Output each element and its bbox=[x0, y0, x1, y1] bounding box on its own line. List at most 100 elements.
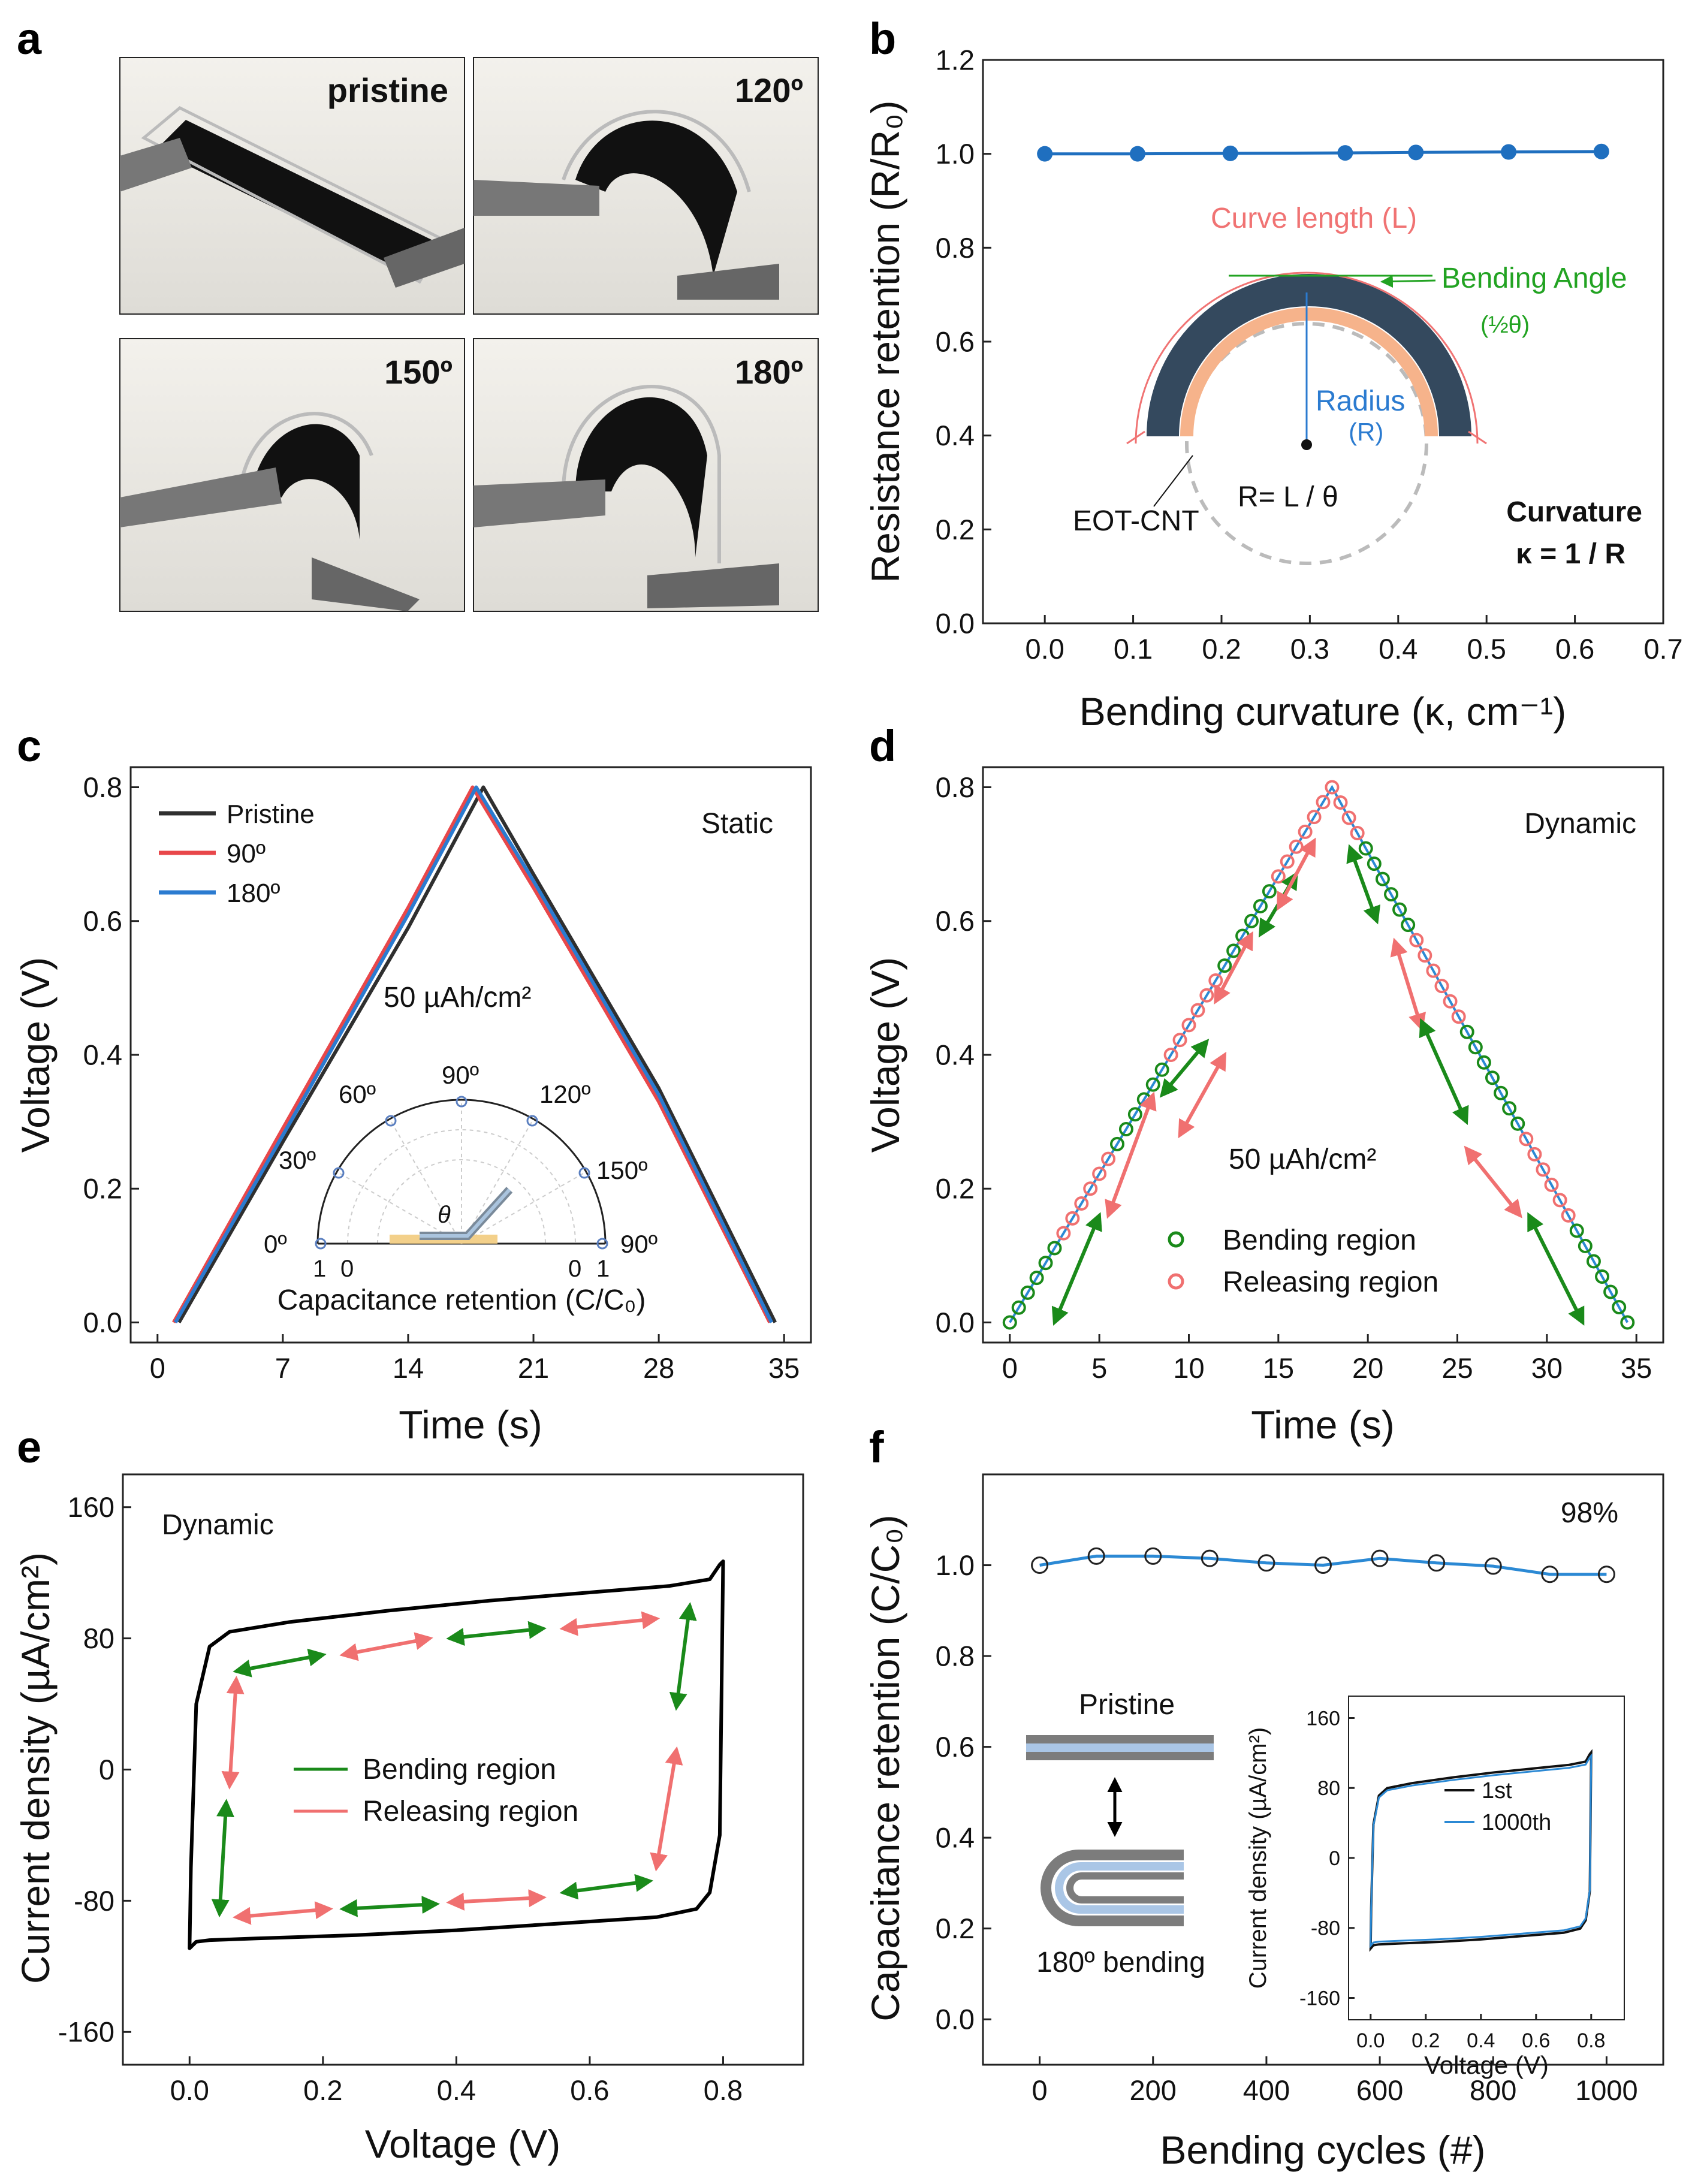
y-tick-label: 0.0 bbox=[936, 1307, 975, 1338]
x-tick-label: 35 bbox=[1621, 1352, 1652, 1384]
y-tick-label: -80 bbox=[74, 1885, 114, 1917]
bending-arrow bbox=[233, 1648, 327, 1678]
panel-label-d: d bbox=[869, 721, 896, 771]
y-tick-label: 0 bbox=[1329, 1847, 1340, 1870]
x-tick-label: 28 bbox=[643, 1352, 674, 1384]
x-tick-label: 5 bbox=[1091, 1352, 1107, 1384]
y-tick-label: 0.2 bbox=[936, 1173, 975, 1205]
y-tick-label: 160 bbox=[68, 1491, 114, 1523]
releasing-arrow bbox=[1464, 1145, 1522, 1218]
x-tick-label: 0.0 bbox=[1356, 2029, 1385, 2052]
series-line bbox=[1045, 150, 1602, 156]
x-tick-label: 0.3 bbox=[1290, 633, 1329, 665]
photo-150: 150º bbox=[119, 338, 465, 612]
x-tick-label: 0 bbox=[1002, 1352, 1018, 1384]
y-tick-label: 0.0 bbox=[83, 1307, 122, 1338]
x-tick-label: 0.0 bbox=[1026, 633, 1064, 665]
releasing-point bbox=[1199, 988, 1214, 1003]
x-tick-label: 200 bbox=[1130, 2074, 1177, 2106]
bending-arrow bbox=[1346, 844, 1380, 925]
releasing-point bbox=[1307, 810, 1322, 825]
annotation-radius-sym: (R) bbox=[1349, 418, 1383, 446]
x-tick-label: 0.8 bbox=[704, 2074, 743, 2106]
schematic-pristine: Pristine bbox=[1079, 1689, 1175, 1721]
x-tick-label: 600 bbox=[1356, 2074, 1403, 2106]
bending-arrow bbox=[339, 1896, 440, 1917]
photo-label: 150º bbox=[384, 353, 453, 391]
panel-e-chart: 0.0 0.2 0.4 0.6 0.8 160 80 0 -80 -160 Dynamic Ben… bbox=[13, 1473, 804, 2166]
data-point bbox=[1501, 144, 1517, 160]
inset-tick-3: 0 bbox=[568, 1256, 581, 1282]
inset-tick-2: 0 bbox=[340, 1256, 354, 1282]
chart-title: Dynamic bbox=[162, 1509, 274, 1541]
data-point bbox=[1129, 146, 1145, 162]
x-tick-label: 0.2 bbox=[1202, 633, 1241, 665]
releasing-point bbox=[1190, 1003, 1205, 1018]
bending-point bbox=[1612, 1299, 1627, 1314]
data-point bbox=[1031, 1556, 1049, 1574]
series-line-2 bbox=[174, 785, 773, 1323]
x-tick-label: 0.4 bbox=[437, 2074, 476, 2106]
legend: Pristine 90º 180º bbox=[159, 800, 315, 908]
inset-data-series bbox=[1369, 1749, 1593, 1952]
bending-arrow bbox=[1419, 1018, 1469, 1126]
y-tick-label: 0.4 bbox=[936, 420, 975, 451]
releasing-arrow bbox=[1214, 931, 1253, 1004]
releasing-point bbox=[1074, 1196, 1089, 1211]
chart-title: Dynamic bbox=[1524, 808, 1636, 840]
legend-pristine: Pristine bbox=[227, 800, 315, 829]
y-axis-label: Voltage (V) bbox=[863, 957, 907, 1153]
photo-pristine: pristine bbox=[119, 57, 465, 315]
releasing-point bbox=[1434, 979, 1449, 994]
data-point bbox=[1484, 1557, 1502, 1575]
bending-arrow bbox=[669, 1601, 697, 1711]
legend: Bending region Releasing region bbox=[294, 1754, 578, 1827]
inset-axis-ticks: 0.0 0.2 0.4 0.6 0.8 160 80 0 -80 -160 bbox=[1299, 1707, 1605, 2052]
data-series bbox=[1037, 143, 1609, 162]
bending-arrow bbox=[559, 1874, 654, 1900]
inset-xlabel: Capacitance retention (C/C₀) bbox=[278, 1284, 646, 1316]
inset-legend-1000th: 1000th bbox=[1482, 1810, 1551, 1835]
bending-point bbox=[1468, 1040, 1483, 1055]
series-line-1 bbox=[172, 785, 771, 1323]
data-point bbox=[1037, 146, 1053, 162]
y-tick-label: 0.6 bbox=[83, 905, 122, 937]
bending-point bbox=[1620, 1315, 1635, 1330]
legend-releasing: Releasing region bbox=[1223, 1266, 1438, 1298]
x-tick-label: 0.6 bbox=[1522, 2029, 1550, 2052]
panel-b-chart: 0.0 0.1 0.2 0.3 0.4 0.5 0.6 0.7 0.0 0.2 0.4 0.6 0.8 1… bbox=[863, 44, 1683, 734]
panel-label-e: e bbox=[17, 1422, 41, 1472]
panel-label-b: b bbox=[869, 14, 896, 64]
axis-ticks: 0 5 10 15 20 25 30 35 0.0 0.2 0.4 0.6 0.8 bbox=[936, 771, 1652, 1384]
releasing-arrow bbox=[221, 1676, 245, 1790]
data-series bbox=[172, 785, 777, 1323]
releasing-arrow bbox=[559, 1611, 661, 1636]
photo-label: 180º bbox=[735, 353, 803, 391]
y-tick-label: 80 bbox=[1317, 1777, 1340, 1800]
inset-tick-1: 1 bbox=[313, 1256, 326, 1282]
y-tick-label: 0.8 bbox=[83, 771, 122, 803]
inset-angle-120: 120º bbox=[539, 1080, 590, 1108]
bending-point bbox=[1476, 1055, 1491, 1070]
panel-label-a: a bbox=[17, 14, 42, 64]
y-tick-label: -80 bbox=[1311, 1917, 1340, 1940]
releasing-point bbox=[1341, 810, 1356, 825]
releasing-point bbox=[1333, 795, 1348, 810]
series-line-0 bbox=[177, 785, 777, 1323]
polar-inset: θ 0º 30º 60º 90º 120º 150º 90º 1 0 0 1 C… bbox=[264, 1061, 658, 1316]
annotation-half-theta: (½θ) bbox=[1480, 312, 1530, 338]
data-point bbox=[1144, 1547, 1162, 1565]
x-tick-label: 15 bbox=[1263, 1352, 1294, 1384]
region-arrows bbox=[1051, 837, 1585, 1326]
data-series bbox=[188, 1559, 725, 1950]
legend-90: 90º bbox=[227, 839, 266, 868]
legend: Bending region Releasing region bbox=[1168, 1224, 1438, 1298]
inset-xlabel: Voltage (V) bbox=[1424, 2051, 1549, 2079]
inset-theta: θ bbox=[438, 1202, 451, 1228]
y-tick-label: 0.8 bbox=[936, 771, 975, 803]
releasing-point bbox=[1544, 1177, 1559, 1192]
